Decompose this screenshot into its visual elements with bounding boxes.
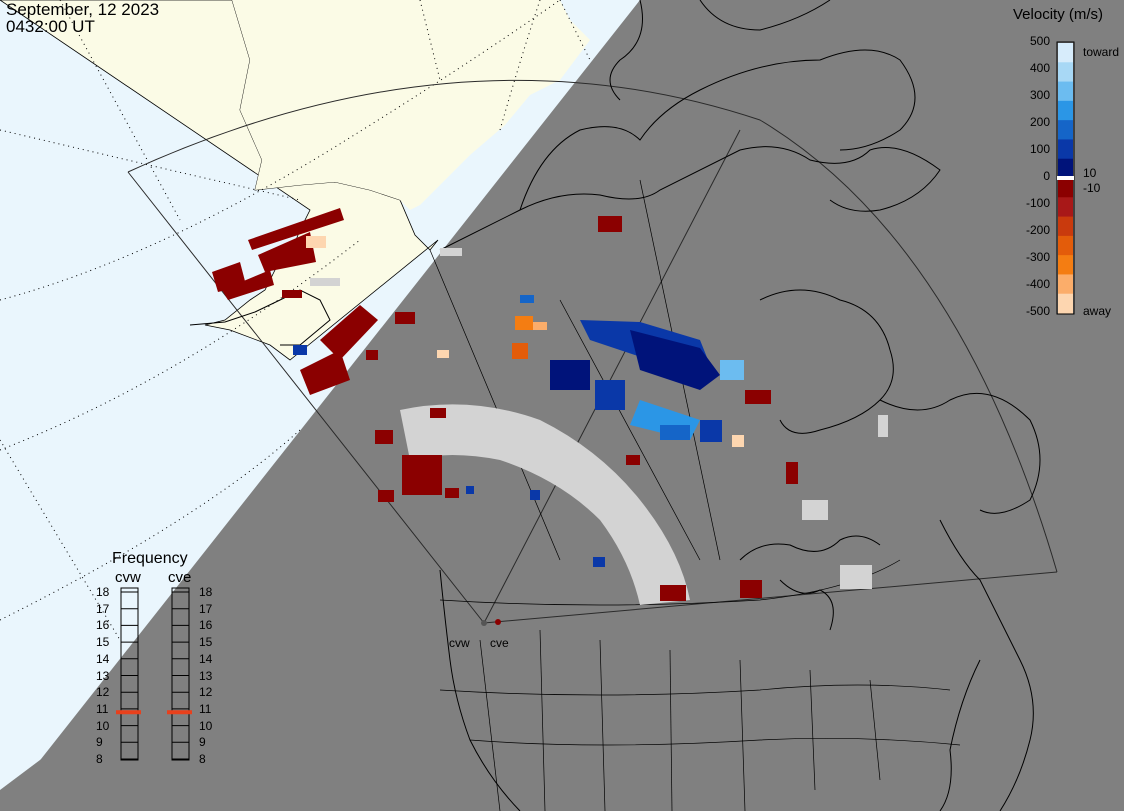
day-land-north [232, 0, 590, 210]
freq-tick-left: 11 [96, 701, 109, 716]
colorbar-swatch [1058, 139, 1073, 160]
velocity-colorbar [1056, 41, 1075, 315]
freq-tick-right: 10 [199, 718, 213, 733]
freq-marker-cvw [116, 710, 141, 715]
velocity-tick-label: -100 [1025, 196, 1050, 210]
site-label-cvw: cvw [449, 636, 470, 650]
velocity-tick-label: 200 [1029, 115, 1050, 129]
toward-label: toward [1083, 45, 1120, 59]
freq-tick-left: 8 [96, 752, 103, 766]
minus-ten-label: -10 [1083, 181, 1101, 195]
time-label: 0432:00 UT [6, 17, 95, 36]
velocity-tick-label: 500 [1029, 34, 1050, 48]
frequency-panels [116, 587, 192, 761]
freq-marker-cve [167, 710, 192, 715]
colorbar-swatch [1058, 100, 1073, 121]
colorbar-swatch [1058, 235, 1073, 256]
freq-tick-right: 9 [199, 735, 206, 750]
freq-tick-left: 10 [96, 718, 110, 733]
site-cvw-marker [481, 620, 487, 626]
velocity-tick-label: -300 [1025, 250, 1050, 264]
zero-band [1057, 176, 1074, 180]
velocity-tick-label: -400 [1025, 277, 1050, 291]
velocity-tick-label: 100 [1029, 142, 1050, 156]
plus-ten-label: 10 [1083, 166, 1097, 180]
freq-panel-cvw [120, 587, 139, 761]
freq-tick-left: 15 [96, 635, 110, 650]
freq-tick-right: 11 [199, 701, 212, 716]
colorbar-swatch [1058, 293, 1073, 314]
ground-scatter [310, 248, 888, 605]
velocity-tick-label: 400 [1029, 61, 1050, 75]
frequency-title: Frequency [112, 550, 188, 567]
freq-panel-cve [171, 587, 190, 761]
freq-tick-left: 12 [96, 685, 110, 700]
velocity-cells-fast-away [306, 236, 744, 447]
colorbar-swatch [1058, 274, 1073, 295]
velocity-tick-label: 300 [1029, 88, 1050, 102]
velocity-tick-label: 0 [1043, 169, 1050, 183]
velocity-tick-label: -500 [1025, 304, 1050, 318]
velocity-cells-toward [293, 295, 744, 567]
freq-tick-left: 18 [96, 585, 110, 599]
colorbar-swatch [1058, 81, 1073, 102]
colorbar-swatch [1058, 62, 1073, 83]
freq-tick-right: 17 [199, 601, 213, 616]
site-cve-marker [495, 619, 501, 625]
freq-tick-right: 18 [199, 585, 213, 599]
freq-tick-right: 14 [199, 651, 213, 666]
date-label: September, 12 2023 [6, 0, 160, 19]
freq-tick-left: 9 [96, 735, 103, 750]
freq-tick-left: 16 [96, 618, 110, 633]
colorbar-swatch [1058, 216, 1073, 237]
freq-tick-left: 14 [96, 651, 110, 666]
freq-tick-right: 15 [199, 635, 213, 650]
coastlines [189, 0, 1041, 811]
colorbar-swatch [1058, 255, 1073, 275]
radar-label-cve: cve [168, 569, 192, 586]
latlon-grid [0, 0, 591, 641]
freq-tick-left: 17 [96, 601, 110, 616]
freq-tick-right: 12 [199, 685, 213, 700]
colorbar-swatch [1058, 158, 1073, 179]
colorbar-swatch [1058, 43, 1073, 63]
colorbar-swatch [1058, 120, 1073, 140]
radar-label-cvw: cvw [115, 569, 141, 586]
freq-tick-left: 13 [96, 668, 110, 683]
freq-tick-right: 16 [199, 618, 213, 633]
colorbar-swatch [1058, 197, 1073, 218]
freq-tick-right: 13 [199, 668, 213, 683]
velocity-title: Velocity (m/s) [1013, 6, 1104, 23]
site-markers [481, 619, 501, 626]
site-label-cve: cve [490, 636, 509, 650]
colorbar-swatch [1058, 178, 1073, 198]
away-label: away [1083, 304, 1112, 318]
freq-tick-right: 8 [199, 752, 206, 766]
velocity-tick-label: -200 [1025, 223, 1050, 237]
